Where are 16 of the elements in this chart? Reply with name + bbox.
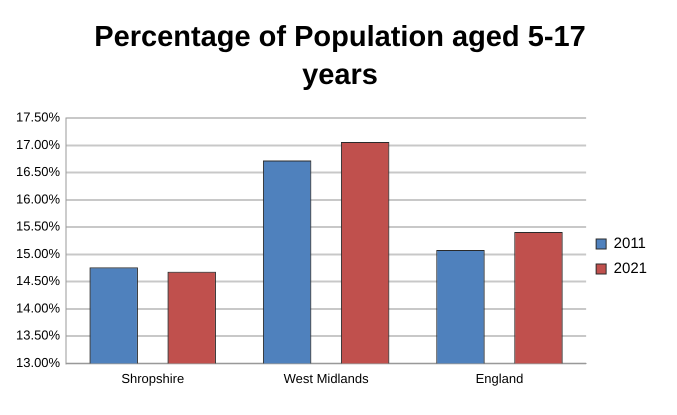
y-tick-label: 16.50% xyxy=(16,164,61,180)
y-tick-label: 15.00% xyxy=(16,246,61,261)
legend-label: 2021 xyxy=(614,260,648,278)
x-tick-label: Shropshire xyxy=(121,370,184,386)
y-tick-label: 15.50% xyxy=(16,218,61,234)
y-tick-label: 14.50% xyxy=(16,273,61,288)
x-tick-label: West Midlands xyxy=(284,370,370,386)
y-tick-label: 17.50% xyxy=(16,110,61,125)
y-tick-label: 14.00% xyxy=(16,300,61,316)
y-tick-label: 17.00% xyxy=(16,136,61,152)
x-tick-label: England xyxy=(476,370,524,386)
y-tick-label: 13.00% xyxy=(16,354,61,370)
y-tick-label: 13.50% xyxy=(16,328,61,343)
y-tick-label: 16.00% xyxy=(16,191,61,206)
legend-label: 2011 xyxy=(614,235,646,252)
chart-title: Percentage of Population aged 5-17 years xyxy=(93,20,587,93)
